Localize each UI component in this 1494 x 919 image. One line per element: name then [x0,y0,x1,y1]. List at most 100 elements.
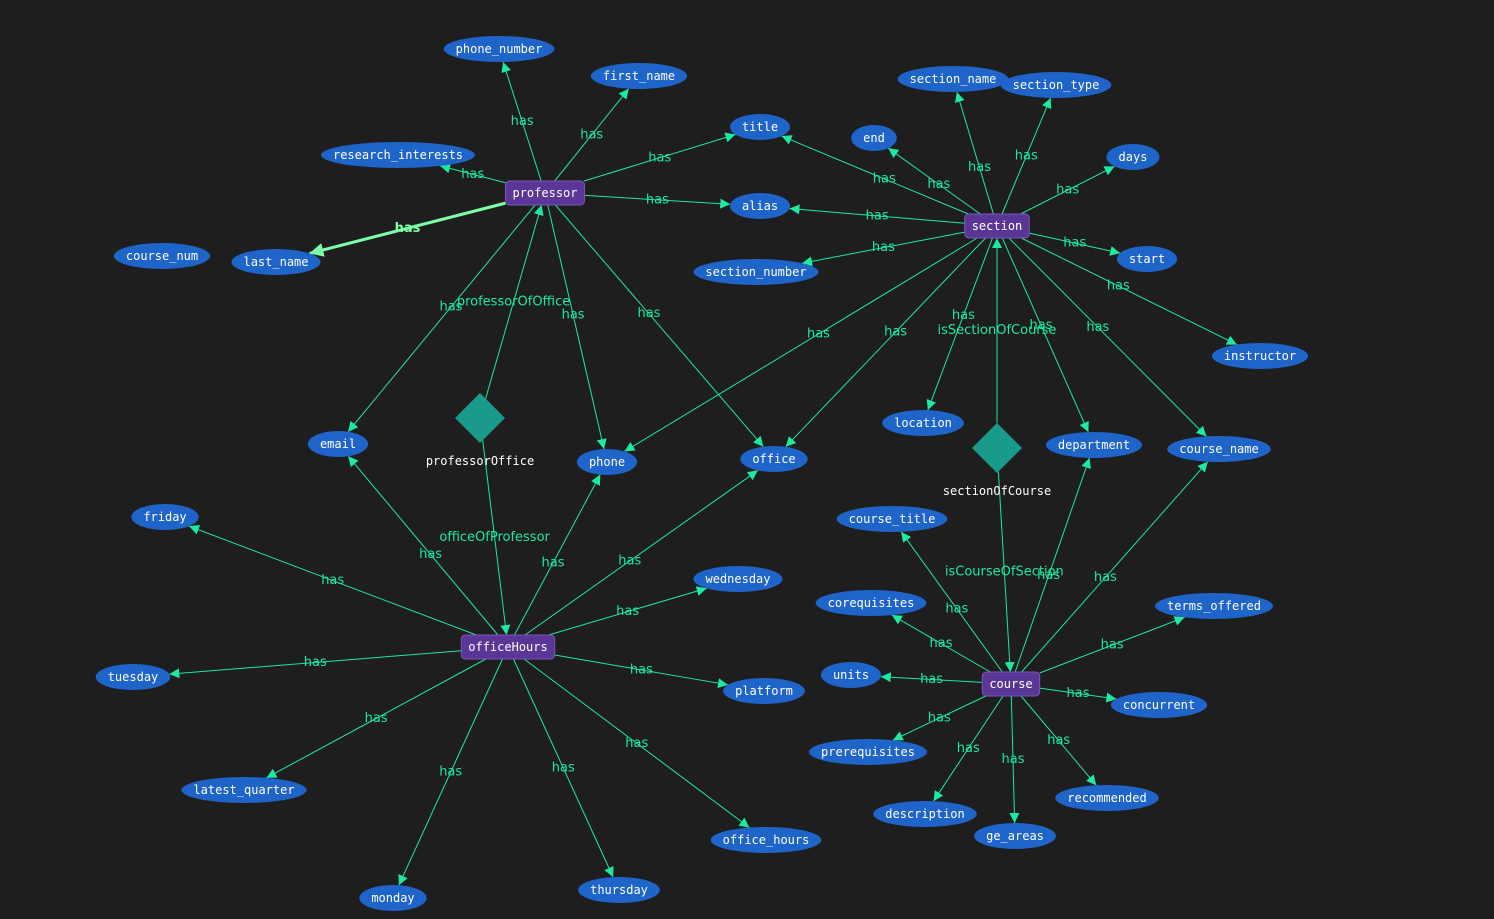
attribute-node-course_num[interactable]: course_num [113,243,211,269]
edge-officeHours-latest_quarter[interactable] [266,658,487,779]
attribute-node-days[interactable]: days [1106,144,1160,170]
edge-professor-email[interactable] [347,204,536,433]
edge-professor-research_interests[interactable] [439,163,506,184]
edge-section-course_name[interactable] [1008,237,1207,437]
attribute-node-instructor[interactable]: instructor [1211,343,1309,369]
attribute-node-friday[interactable]: friday [131,504,199,530]
attribute-node-corequisites[interactable]: corequisites [815,590,927,616]
attribute-node-research_interests[interactable]: research_interests [320,142,476,168]
attribute-node-ge_areas[interactable]: ge_areas [974,823,1056,849]
edge-section-title[interactable] [781,135,969,215]
attribute-node-thursday[interactable]: thursday [578,877,660,903]
attribute-node-description[interactable]: description [873,801,977,827]
edge-officeHours-office_hours[interactable] [523,658,750,828]
attribute-node-phone_number[interactable]: phone_number [443,36,555,62]
edge-officeHours-monday[interactable] [398,658,503,886]
edge-professor-last_name[interactable] [309,201,506,257]
attribute-node-recommended[interactable]: recommended [1055,785,1159,811]
edge-course-units[interactable] [880,672,983,683]
attribute-label: terms_offered [1167,599,1261,613]
attribute-node-monday[interactable]: monday [359,885,427,911]
edge-label: has [920,672,943,687]
edge-section-phone[interactable] [624,237,978,452]
edge-course-recommended[interactable] [1020,695,1097,786]
attribute-node-prerequisites[interactable]: prerequisites [809,739,927,765]
attribute-node-platform[interactable]: platform [723,678,805,704]
edge-section-start[interactable] [1029,232,1121,256]
edge-sectionOfCourse-course[interactable] [997,471,1015,673]
attribute-node-course_name[interactable]: course_name [1167,436,1271,462]
edge-section-location[interactable] [926,237,993,411]
attribute-node-department[interactable]: department [1045,432,1143,458]
edge-officeHours-phone[interactable] [513,474,601,636]
edge-professor-alias[interactable] [584,194,731,209]
entity-node-officeHours[interactable]: officeHours [460,634,556,660]
edge-officeHours-email[interactable] [347,455,499,636]
edge-professor-phone[interactable] [547,204,607,450]
edge-section-days[interactable] [1020,165,1115,215]
edge-course-ge_areas[interactable] [1009,695,1020,824]
attribute-ellipse [729,193,791,219]
attribute-node-units[interactable]: units [820,662,882,688]
attribute-ellipse [851,125,897,151]
attribute-node-section_type[interactable]: section_type [1000,72,1112,98]
attribute-node-course_title[interactable]: course_title [836,506,948,532]
edge-section-office[interactable] [785,237,986,448]
attribute-node-section_number[interactable]: section_number [693,259,819,285]
edge-course-course_name[interactable] [1021,461,1209,673]
edge-section-instructor[interactable] [1021,237,1238,346]
edge-course-prerequisites[interactable] [892,695,986,741]
edge-course-concurrent[interactable] [1039,687,1117,703]
edge-professorOffice-professor[interactable] [485,204,544,399]
edge-course-department[interactable] [1014,457,1091,673]
edge-section-section_number[interactable] [801,231,965,267]
attribute-node-office[interactable]: office [740,446,808,472]
attribute-node-phone[interactable]: phone [576,449,638,475]
attribute-node-first_name[interactable]: first_name [590,63,688,89]
attribute-node-email[interactable]: email [307,431,369,457]
edge-officeHours-office[interactable] [524,470,759,636]
attribute-label: thursday [590,883,648,897]
edge-section-department[interactable] [1001,237,1089,433]
edge-section-end[interactable] [887,147,981,215]
edge-professor-office[interactable] [554,204,764,447]
attribute-node-start[interactable]: start [1116,246,1178,272]
attribute-node-tuesday[interactable]: tuesday [95,664,171,690]
edge-professor-title[interactable] [583,132,736,182]
edge-officeHours-platform[interactable] [554,654,729,689]
edge-officeHours-wednesday[interactable] [548,586,707,636]
edge-professorOffice-officeHours[interactable] [482,440,511,636]
attribute-node-concurrent[interactable]: concurrent [1110,692,1208,718]
edge-section-section_name[interactable] [954,91,994,215]
entity-node-professor[interactable]: professor [504,180,586,206]
attribute-label: prerequisites [821,745,915,759]
relation-node-sectionOfCourse[interactable]: sectionOfCourse [943,423,1051,498]
entity-node-section[interactable]: section [964,213,1030,239]
relation-node-professorOffice[interactable]: professorOffice [426,393,534,468]
attribute-node-section_name[interactable]: section_name [897,66,1009,92]
attribute-node-terms_offered[interactable]: terms_offered [1155,593,1273,619]
edge-section-section_type[interactable] [1001,97,1052,215]
edge-officeHours-friday[interactable] [188,524,477,636]
edge-course-corequisites[interactable] [891,614,991,673]
entity-node-course[interactable]: course [981,671,1041,697]
attribute-node-last_name[interactable]: last_name [231,249,321,275]
attribute-label: first_name [603,69,675,83]
attribute-node-end[interactable]: end [851,125,897,151]
attribute-node-location[interactable]: location [882,410,964,436]
attribute-node-title[interactable]: title [729,114,791,140]
attribute-node-alias[interactable]: alias [729,193,791,219]
edge-course-description[interactable] [933,695,1004,802]
edge-officeHours-tuesday[interactable] [169,650,462,679]
attribute-node-wednesday[interactable]: wednesday [693,566,783,592]
edge-professor-phone_number[interactable] [501,61,542,182]
edge-course-terms_offered[interactable] [1039,616,1185,674]
edge-section-alias[interactable] [789,204,965,224]
edge-officeHours-thursday[interactable] [513,658,614,878]
edge-professor-first_name[interactable] [554,88,630,182]
attribute-node-latest_quarter[interactable]: latest_quarter [181,777,307,803]
edge-course-course_title[interactable] [900,531,1003,673]
attribute-node-office_hours[interactable]: office_hours [710,827,822,853]
